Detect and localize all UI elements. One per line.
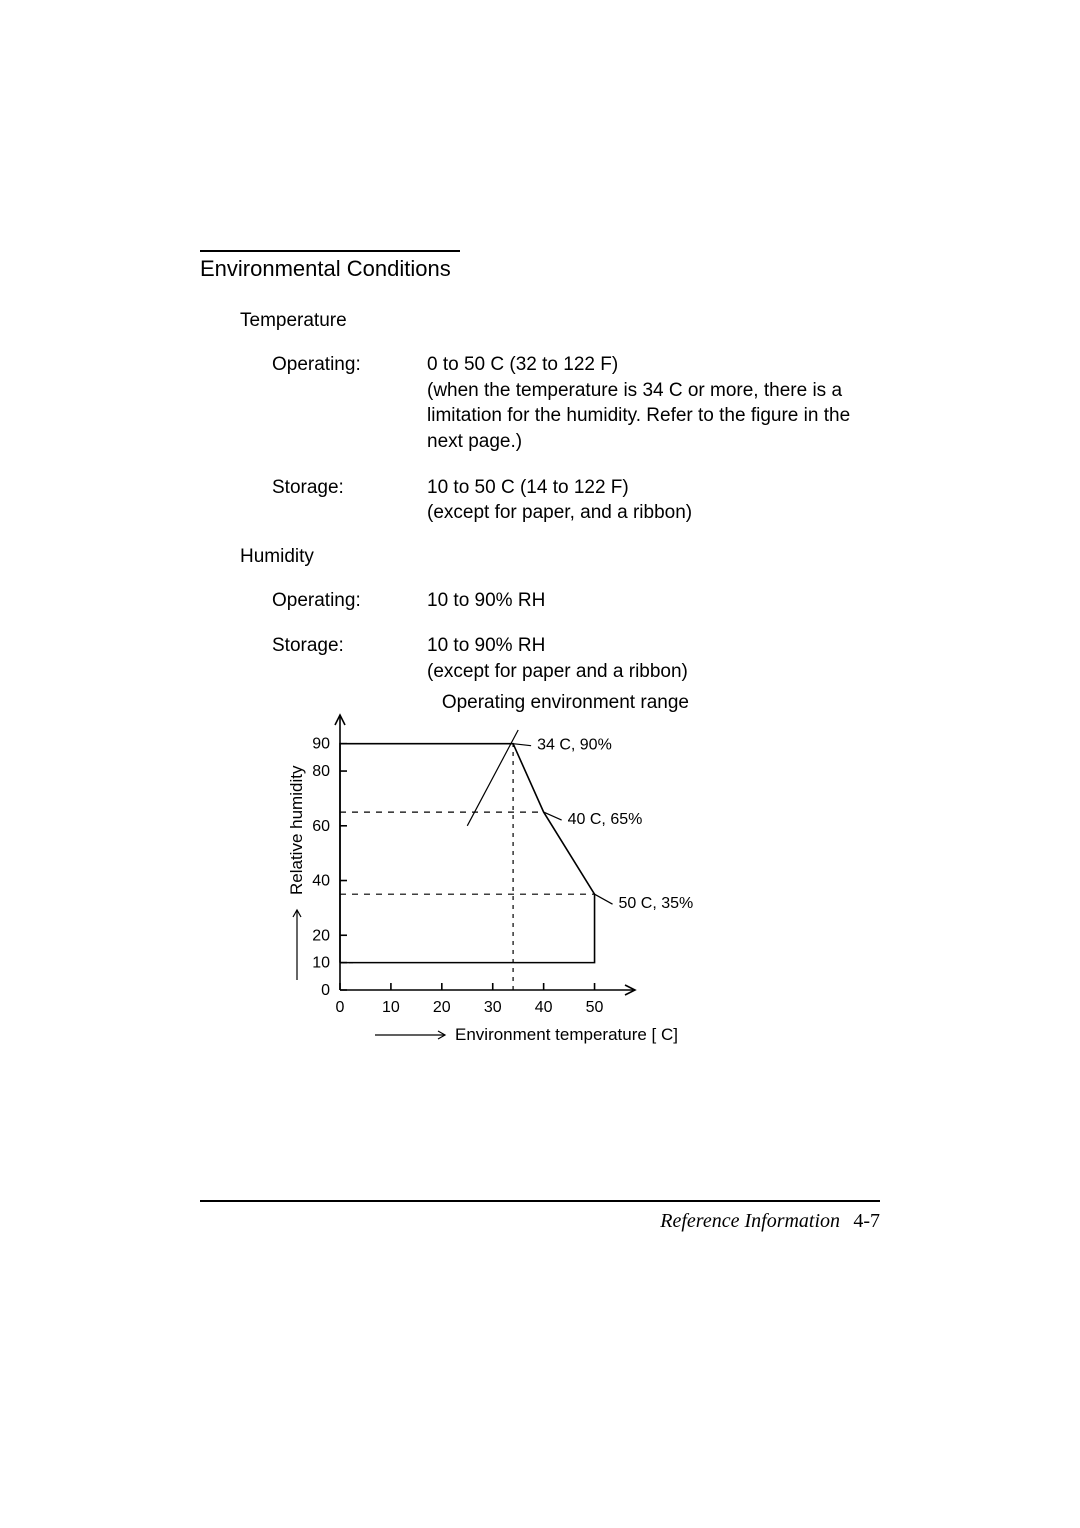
svg-text:Relative humidity: Relative humidity <box>287 765 306 895</box>
footer-section: Reference Information <box>660 1210 840 1232</box>
section-title: Environmental Conditions <box>200 256 880 282</box>
operating-environment-chart: 0 10 20 30 40 50 0 10 20 40 60 80 90 Operating enviro… <box>280 690 780 1110</box>
svg-text:10: 10 <box>312 955 330 972</box>
hum-operating-row: Operating: 10 to 90% RH <box>272 588 880 614</box>
footer-page: 4-7 <box>853 1210 880 1232</box>
hum-operating-value: 10 to 90% RH <box>427 588 880 614</box>
section-rule <box>200 250 460 252</box>
svg-text:40: 40 <box>535 999 553 1016</box>
svg-text:50: 50 <box>586 999 604 1016</box>
temp-operating-row: Operating: 0 to 50 C (32 to 122 F) (when… <box>272 352 880 455</box>
svg-text:20: 20 <box>433 999 451 1016</box>
hum-storage-value: 10 to 90% RH (except for paper and a rib… <box>427 633 880 684</box>
hum-storage-row: Storage: 10 to 90% RH (except for paper … <box>272 633 880 684</box>
svg-text:10: 10 <box>382 999 400 1016</box>
svg-text:50 C, 35%: 50 C, 35% <box>619 895 694 912</box>
svg-text:20: 20 <box>312 927 330 944</box>
temp-operating-label: Operating: <box>272 352 427 455</box>
temp-storage-row: Storage: 10 to 50 C (14 to 122 F) (excep… <box>272 475 880 526</box>
chart-svg: 0 10 20 30 40 50 0 10 20 40 60 80 90 Operating enviro… <box>280 690 780 1110</box>
humidity-heading: Humidity <box>240 546 880 568</box>
svg-text:Environment temperature [ C]: Environment temperature [ C] <box>455 1025 678 1044</box>
svg-text:Operating environment range: Operating environment range <box>442 692 689 713</box>
page: Environmental Conditions Temperature Ope… <box>0 0 1080 1528</box>
svg-text:40: 40 <box>312 873 330 890</box>
footer-rule <box>200 1200 880 1202</box>
svg-text:90: 90 <box>312 736 330 753</box>
svg-text:80: 80 <box>312 763 330 780</box>
temp-storage-label: Storage: <box>272 475 427 526</box>
svg-text:34 C, 90%: 34 C, 90% <box>537 737 612 754</box>
content-block: Environmental Conditions Temperature Ope… <box>200 250 880 685</box>
temperature-heading: Temperature <box>240 310 880 332</box>
svg-text:60: 60 <box>312 818 330 835</box>
svg-text:30: 30 <box>484 999 502 1016</box>
svg-text:0: 0 <box>336 999 345 1016</box>
svg-text:40 C, 65%: 40 C, 65% <box>568 811 643 828</box>
footer-text: Reference Information 4-7 <box>200 1210 880 1233</box>
svg-text:0: 0 <box>321 982 330 999</box>
hum-operating-label: Operating: <box>272 588 427 614</box>
temp-operating-value: 0 to 50 C (32 to 122 F) (when the temper… <box>427 352 880 455</box>
hum-storage-label: Storage: <box>272 633 427 684</box>
temp-storage-value: 10 to 50 C (14 to 122 F) (except for pap… <box>427 475 880 526</box>
